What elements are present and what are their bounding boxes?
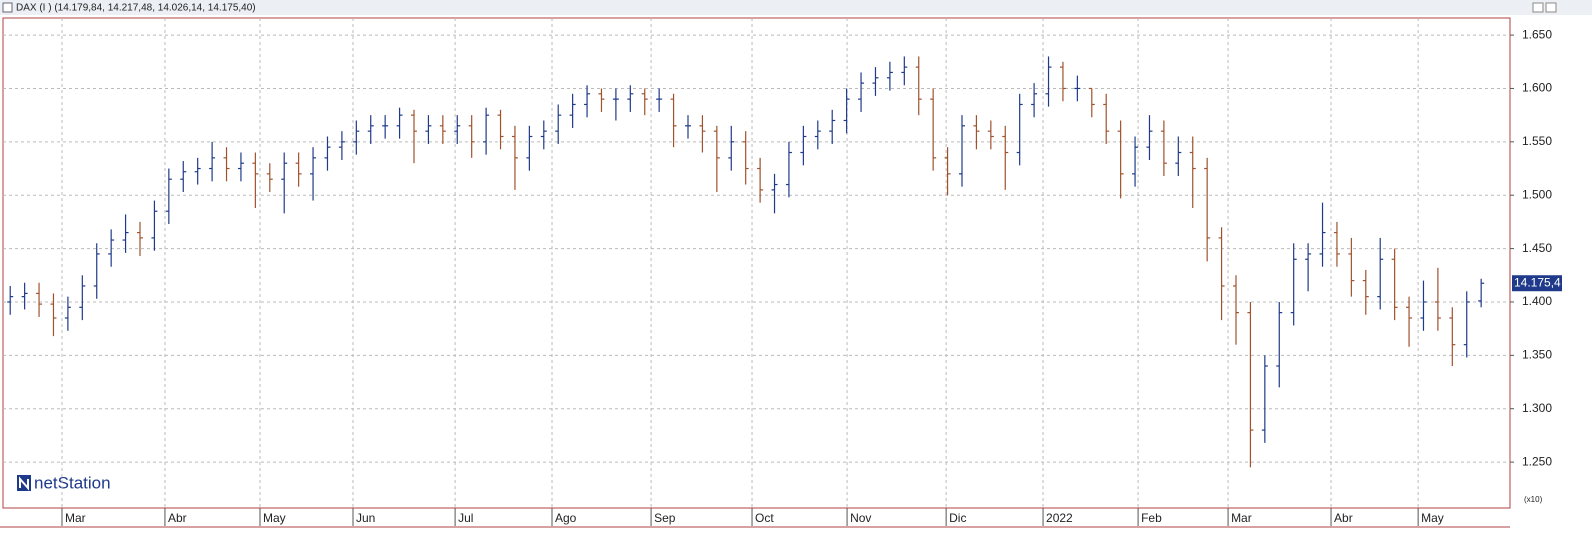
x-tick-label: May	[263, 511, 286, 525]
x-tick-label: Ago	[555, 511, 577, 525]
y-tick-label: 1.250	[1522, 454, 1552, 468]
last-price-label: 14.175,4	[1514, 275, 1561, 289]
last-price-box	[1512, 275, 1562, 292]
chart-title: DAX (I ) (14.179,84, 14.217,48, 14.026,1…	[16, 3, 256, 14]
x-tick-label: Feb	[1141, 511, 1162, 525]
x-tick-label: Nov	[850, 511, 871, 525]
x-tick-label: Sep	[654, 511, 676, 525]
logo-glyph	[19, 476, 29, 491]
window-icon	[2, 2, 13, 13]
x-tick-label: Jul	[458, 511, 473, 525]
x-tick-label: Jun	[356, 511, 375, 525]
y-tick-label: 1.600	[1522, 81, 1552, 95]
x-tick-label: Mar	[1231, 511, 1252, 525]
y-tick-label: 1.650	[1522, 27, 1552, 41]
x-tick-label: May	[1421, 511, 1444, 525]
x-tick-label: 2022	[1046, 511, 1073, 525]
maximize-button[interactable]	[1545, 2, 1557, 13]
logo-text: netStation	[34, 473, 111, 492]
x-tick-label: Oct	[755, 511, 774, 525]
logo: netStation	[17, 473, 111, 492]
x-tick-label: Mar	[65, 511, 86, 525]
y-tick-label: 1.300	[1522, 401, 1552, 415]
y-tick-label: 1.550	[1522, 134, 1552, 148]
y-tick-label: 1.350	[1522, 348, 1552, 362]
x-tick-label: Abr	[168, 511, 187, 525]
x-tick-label: Dic	[949, 511, 966, 525]
y-tick-label: 1.450	[1522, 241, 1552, 255]
plot-area	[2, 17, 1511, 509]
title-bar	[0, 0, 1592, 15]
multiplier-label: (x10)	[1524, 495, 1543, 504]
y-tick-label: 1.400	[1522, 294, 1552, 308]
x-tick-label: Abr	[1334, 511, 1353, 525]
y-tick-label: 1.500	[1522, 187, 1552, 201]
restore-button[interactable]	[1532, 2, 1544, 13]
